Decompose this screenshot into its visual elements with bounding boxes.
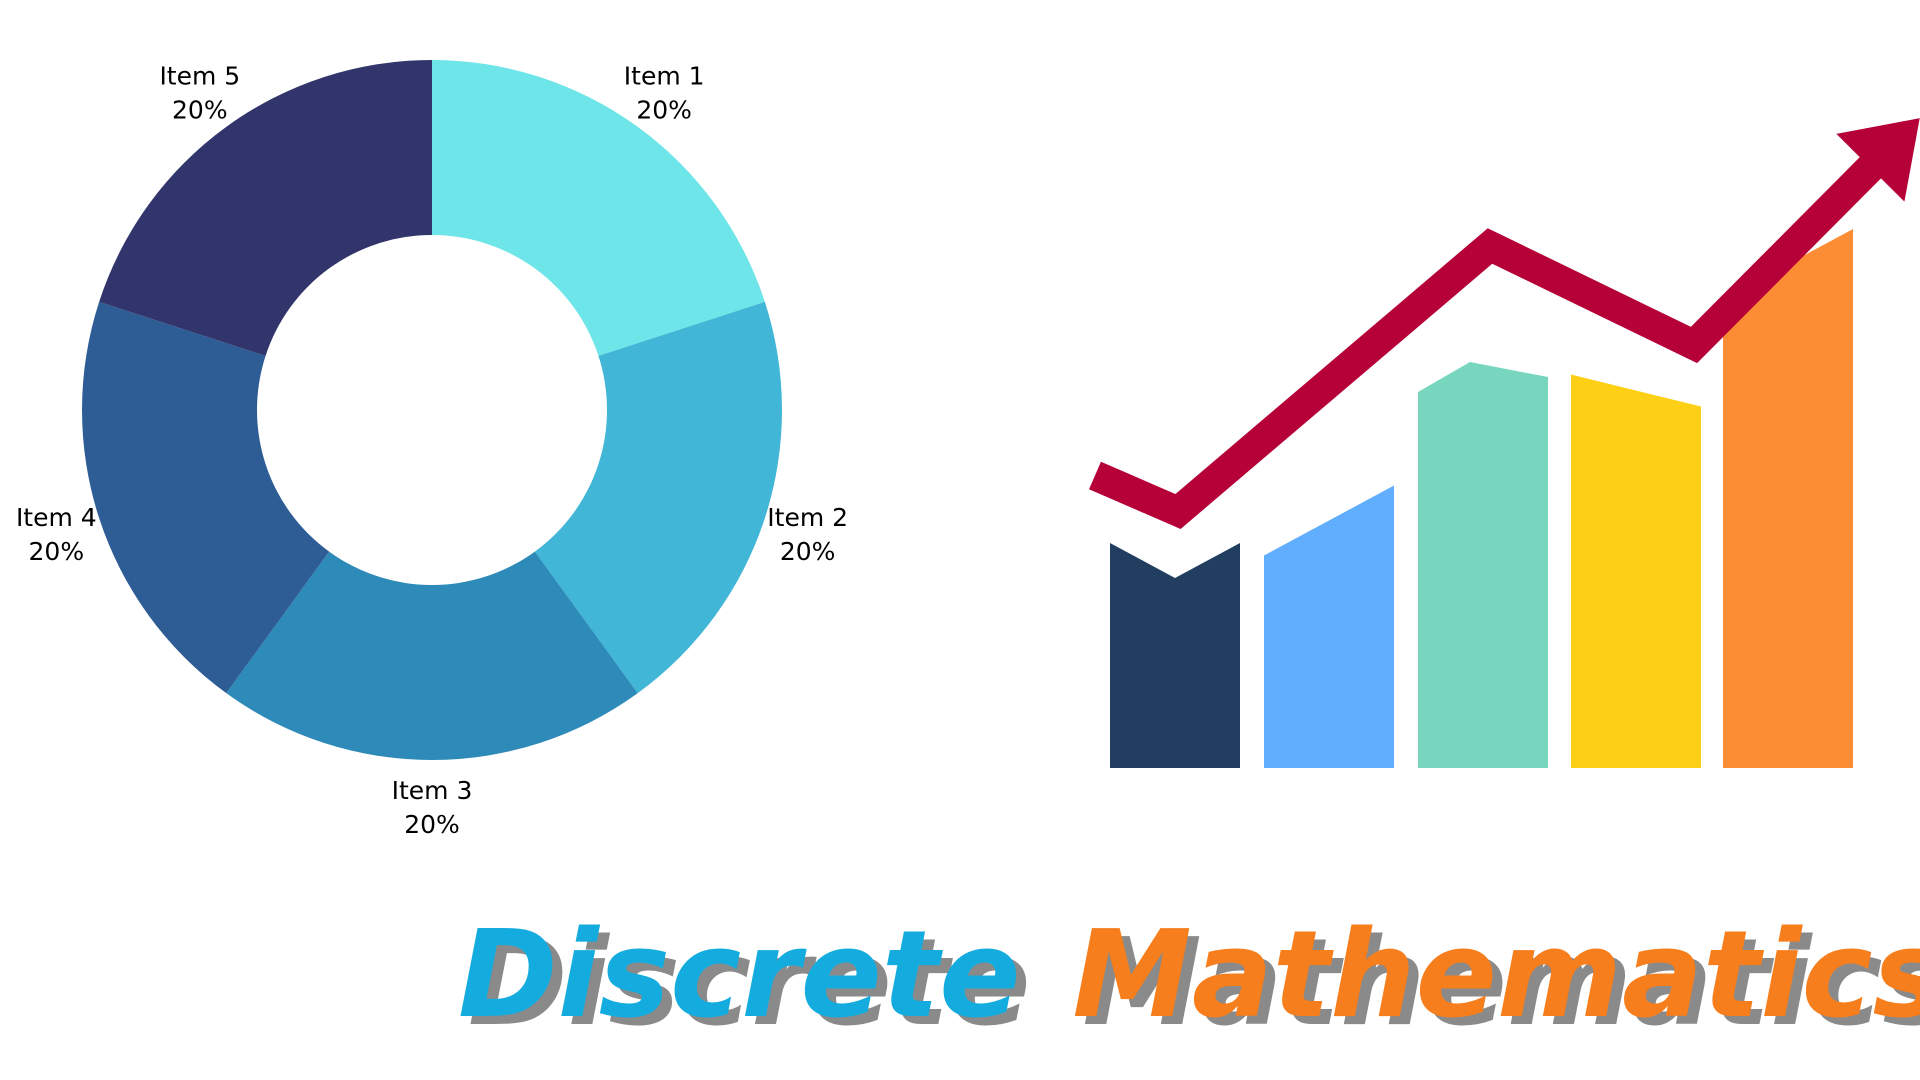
donut-label-item-3: Item 3 [392, 776, 473, 805]
bar-4 [1571, 374, 1701, 768]
title-word-discrete: Discrete [458, 906, 1021, 1045]
page-title: Discrete Mathematics [458, 906, 1920, 1045]
donut-slice-item-3 [226, 551, 638, 760]
bar-illustration [1089, 118, 1920, 768]
donut-label-item-5: Item 5 [159, 61, 240, 90]
donut-slice-item-5 [99, 60, 432, 356]
title-shadow: Discrete Mathematics [468, 914, 1920, 1053]
donut-value-item-5: 20% [172, 95, 228, 124]
title-word-mathematics: Mathematics [1072, 906, 1920, 1045]
donut-slice-item-1 [432, 60, 765, 356]
donut-chart: Item 1 20% Item 2 20% Item 3 20% Item 4 20% Item… [16, 60, 848, 839]
bar-5 [1723, 229, 1853, 768]
trend-arrow-head [1836, 118, 1920, 202]
donut-value-item-1: 20% [636, 95, 692, 124]
trend-arrow-line [1089, 127, 1911, 529]
donut-label-item-1: Item 1 [624, 61, 705, 90]
bar-3 [1418, 362, 1548, 768]
bar-2 [1264, 485, 1394, 768]
donut-slice-item-4 [81, 301, 330, 694]
donut-value-item-3: 20% [404, 810, 460, 839]
donut-value-item-2: 20% [780, 537, 836, 566]
title-group: Discrete Mathematics Discrete Mathematic… [458, 906, 1920, 1053]
donut-slice-item-2 [534, 301, 782, 694]
bar-1 [1110, 543, 1240, 768]
donut-label-item-2: Item 2 [767, 503, 848, 532]
donut-value-item-4: 20% [29, 537, 85, 566]
donut-label-item-4: Item 4 [16, 503, 97, 532]
